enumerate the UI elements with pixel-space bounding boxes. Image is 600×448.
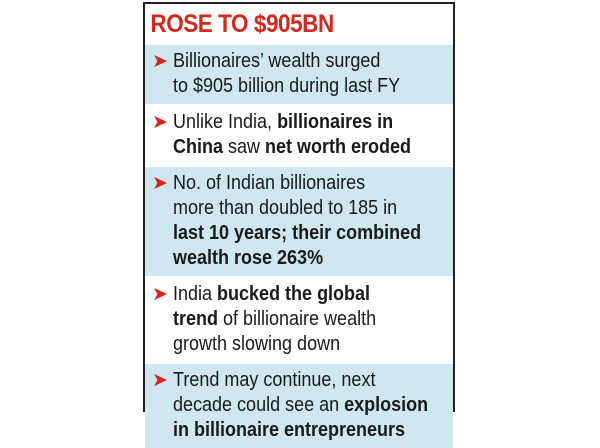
page: ROSE TO $905BN ➤ Billionaires’ wealth sur… <box>143 2 455 448</box>
text: India <box>173 283 218 305</box>
bold-text: trend <box>173 308 218 330</box>
text: decade could see an <box>173 394 345 416</box>
text-line: in billionaire entrepreneurs <box>173 418 421 443</box>
arrow-icon: ➤ <box>152 370 168 391</box>
text-line: trend of billionaire wealth <box>173 307 421 332</box>
text: Trend may continue, next <box>173 369 376 391</box>
text-line: India bucked the global <box>173 282 421 307</box>
bold-text: bucked the global <box>217 283 371 305</box>
text-line: Unlike India, billionaires in <box>173 110 421 135</box>
text-line: decade could see an explosion <box>173 393 428 418</box>
text: Billionaires’ wealth surged <box>173 50 381 72</box>
info-box: ROSE TO $905BN ➤ Billionaires’ wealth sur… <box>143 2 455 448</box>
bold-text: last 10 years; their combined <box>173 222 422 244</box>
bullet-item: ➤ Billionaires’ wealth surged to $905 bill… <box>145 43 453 104</box>
text-line: China saw net worth eroded <box>173 135 421 160</box>
bold-text: China <box>173 136 224 158</box>
bullet-item: ➤ India bucked the global trend of billion… <box>145 276 453 362</box>
bold-text: in billionaire entrepreneurs <box>173 419 406 441</box>
text-line: wealth rose 263% <box>173 246 421 271</box>
arrow-icon: ➤ <box>152 284 168 305</box>
text-line: No. of Indian billionaires <box>173 171 421 196</box>
text-line: to $905 billion during last FY <box>173 74 421 99</box>
bullet-item: ➤ Unlike India, billionaires in China saw … <box>145 104 453 165</box>
arrow-icon: ➤ <box>152 112 168 133</box>
bullet-item: ➤ No. of Indian billionaires more than dou… <box>145 165 453 276</box>
text-line: Billionaires’ wealth surged <box>173 49 421 74</box>
text: Unlike India, <box>173 111 278 133</box>
bold-text: explosion <box>344 394 429 416</box>
text: saw <box>223 136 266 158</box>
arrow-icon: ➤ <box>152 173 168 194</box>
text: more than doubled to 185 in <box>173 197 398 219</box>
bold-text: wealth rose 263% <box>173 247 324 269</box>
text-line: Trend may continue, next <box>173 368 421 393</box>
text-line: more than doubled to 185 in <box>173 196 421 221</box>
bullet-item: ➤ Trend may continue, next decade could se… <box>145 362 453 448</box>
bold-text: billionaires in <box>277 111 394 133</box>
arrow-icon: ➤ <box>152 51 168 72</box>
text: No. of Indian billionaires <box>173 172 366 194</box>
bold-text: net worth eroded <box>265 136 412 158</box>
text: to $905 billion during last FY <box>173 75 401 97</box>
text: of billionaire wealth <box>218 308 377 330</box>
text-line: last 10 years; their combined <box>173 221 421 246</box>
text-line: growth slowing down <box>173 332 421 357</box>
item-list: ➤ Billionaires’ wealth surged to $905 bill… <box>145 43 453 448</box>
title: ROSE TO $905BN <box>150 10 334 38</box>
text: growth slowing down <box>173 333 341 355</box>
